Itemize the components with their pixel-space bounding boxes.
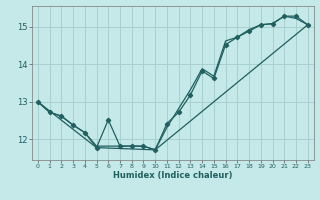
X-axis label: Humidex (Indice chaleur): Humidex (Indice chaleur) (113, 171, 233, 180)
